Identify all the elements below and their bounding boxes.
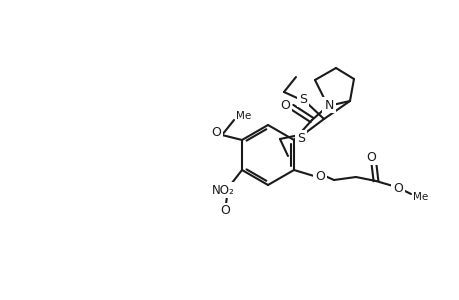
Text: N: N (324, 98, 333, 112)
Text: S: S (297, 131, 304, 145)
Text: O: O (314, 169, 324, 182)
Text: O: O (211, 125, 220, 139)
Text: O: O (219, 205, 230, 218)
Text: S: S (298, 92, 306, 106)
Text: O: O (392, 182, 402, 194)
Text: NO₂: NO₂ (211, 184, 234, 196)
Text: O: O (365, 151, 375, 164)
Text: O: O (280, 98, 289, 112)
Text: Me: Me (413, 192, 428, 202)
Text: Me: Me (236, 111, 251, 121)
